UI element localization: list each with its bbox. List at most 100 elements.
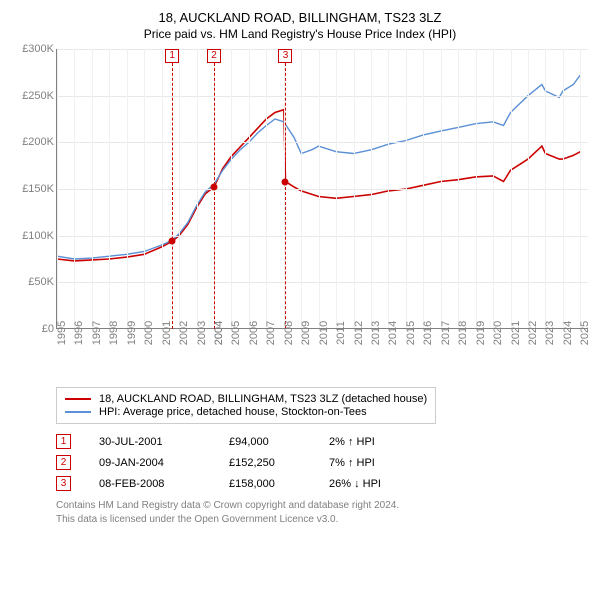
x-tick-label: 2014 (387, 321, 399, 345)
gridline-h (57, 189, 588, 190)
chart-subtitle: Price paid vs. HM Land Registry's House … (12, 27, 588, 41)
x-tick-label: 2004 (213, 321, 225, 345)
y-tick-label: £50K (28, 276, 54, 288)
x-tick-label: 2006 (248, 321, 260, 345)
event-price: £152,250 (229, 457, 329, 469)
gridline-v (458, 49, 459, 328)
x-tick-label: 2020 (492, 321, 504, 345)
event-date: 30-JUL-2001 (99, 436, 229, 448)
x-tick-label: 2005 (230, 321, 242, 345)
gridline-v (354, 49, 355, 328)
gridline-v (423, 49, 424, 328)
gridline-v (528, 49, 529, 328)
gridline-v (57, 49, 58, 328)
y-tick-label: £0 (42, 323, 54, 335)
gridline-h (57, 236, 588, 237)
plot-region: 1 2 3 (56, 49, 588, 329)
event-row: 3 08-FEB-2008£158,00026% ↓ HPI (56, 476, 588, 491)
event-delta: 7% ↑ HPI (329, 457, 419, 469)
legend-swatch (65, 398, 91, 400)
event-row: 209-JAN-2004£152,2507% ↑ HPI (56, 455, 588, 470)
gridline-v (249, 49, 250, 328)
gridline-v (231, 49, 232, 328)
x-axis: 1995199619971998199920002001200220032004… (56, 329, 588, 379)
event-marker-badge: 2 (207, 49, 221, 63)
gridline-h (57, 282, 588, 283)
attribution: Contains HM Land Registry data © Crown c… (56, 499, 588, 526)
gridline-h (57, 49, 588, 50)
gridline-v (493, 49, 494, 328)
x-tick-label: 2016 (422, 321, 434, 345)
legend: 18, AUCKLAND ROAD, BILLINGHAM, TS23 3LZ … (56, 387, 436, 424)
chart-container: 18, AUCKLAND ROAD, BILLINGHAM, TS23 3LZ … (0, 0, 600, 534)
gridline-v (545, 49, 546, 328)
x-tick-label: 2023 (544, 321, 556, 345)
legend-swatch (65, 411, 91, 413)
x-tick-label: 2012 (353, 321, 365, 345)
x-tick-label: 1997 (91, 321, 103, 345)
y-tick-label: £200K (22, 136, 54, 148)
gridline-v (92, 49, 93, 328)
gridline-v (511, 49, 512, 328)
event-price: £94,000 (229, 436, 329, 448)
gridline-v (406, 49, 407, 328)
gridline-v (109, 49, 110, 328)
gridline-v (162, 49, 163, 328)
chart-title: 18, AUCKLAND ROAD, BILLINGHAM, TS23 3LZ (12, 10, 588, 25)
attribution-line: This data is licensed under the Open Gov… (56, 513, 588, 527)
gridline-v (336, 49, 337, 328)
gridline-v (580, 49, 581, 328)
legend-label: 18, AUCKLAND ROAD, BILLINGHAM, TS23 3LZ … (99, 393, 427, 405)
y-tick-label: £300K (22, 43, 54, 55)
chart-area: £0£50K£100K£150K£200K£250K£300K 123 1995… (12, 49, 588, 379)
x-tick-label: 2021 (510, 321, 522, 345)
event-price: £158,000 (229, 478, 329, 490)
x-tick-label: 2001 (161, 321, 173, 345)
x-tick-label: 2017 (440, 321, 452, 345)
gridline-v (388, 49, 389, 328)
gridline-v (266, 49, 267, 328)
x-tick-label: 1999 (126, 321, 138, 345)
y-tick-label: £100K (22, 230, 54, 242)
event-badge: 3 (56, 476, 71, 491)
x-tick-label: 2022 (527, 321, 539, 345)
x-tick-label: 2013 (370, 321, 382, 345)
event-date: 09-JAN-2004 (99, 457, 229, 469)
gridline-v (179, 49, 180, 328)
x-tick-label: 1996 (73, 321, 85, 345)
event-marker-dot (282, 178, 289, 185)
x-tick-label: 2008 (283, 321, 295, 345)
x-tick-label: 2011 (335, 321, 347, 345)
legend-item: HPI: Average price, detached house, Stoc… (65, 406, 427, 418)
x-tick-label: 2010 (318, 321, 330, 345)
gridline-h (57, 96, 588, 97)
legend-item: 18, AUCKLAND ROAD, BILLINGHAM, TS23 3LZ … (65, 393, 427, 405)
x-tick-label: 2019 (475, 321, 487, 345)
gridline-v (74, 49, 75, 328)
gridline-v (144, 49, 145, 328)
gridline-v (301, 49, 302, 328)
event-table: 130-JUL-2001£94,0002% ↑ HPI 209-JAN-2004£… (56, 434, 588, 491)
event-marker-badge: 3 (278, 49, 292, 63)
x-tick-label: 2015 (405, 321, 417, 345)
event-delta: 2% ↑ HPI (329, 436, 419, 448)
y-tick-label: £250K (22, 90, 54, 102)
gridline-v (371, 49, 372, 328)
gridline-v (319, 49, 320, 328)
y-tick-label: £150K (22, 183, 54, 195)
x-tick-label: 1995 (56, 321, 68, 345)
event-marker-line (214, 63, 215, 329)
x-tick-label: 2018 (457, 321, 469, 345)
event-marker-dot (210, 183, 217, 190)
event-date: 08-FEB-2008 (99, 478, 229, 490)
event-row: 130-JUL-2001£94,0002% ↑ HPI (56, 434, 588, 449)
y-axis: £0£50K£100K£150K£200K£250K£300K (12, 49, 56, 329)
gridline-v (127, 49, 128, 328)
attribution-line: Contains HM Land Registry data © Crown c… (56, 499, 588, 513)
event-delta: 26% ↓ HPI (329, 478, 419, 490)
event-marker-badge: 1 (165, 49, 179, 63)
x-tick-label: 2000 (143, 321, 155, 345)
gridline-v (441, 49, 442, 328)
x-tick-label: 2002 (178, 321, 190, 345)
x-tick-label: 2007 (265, 321, 277, 345)
